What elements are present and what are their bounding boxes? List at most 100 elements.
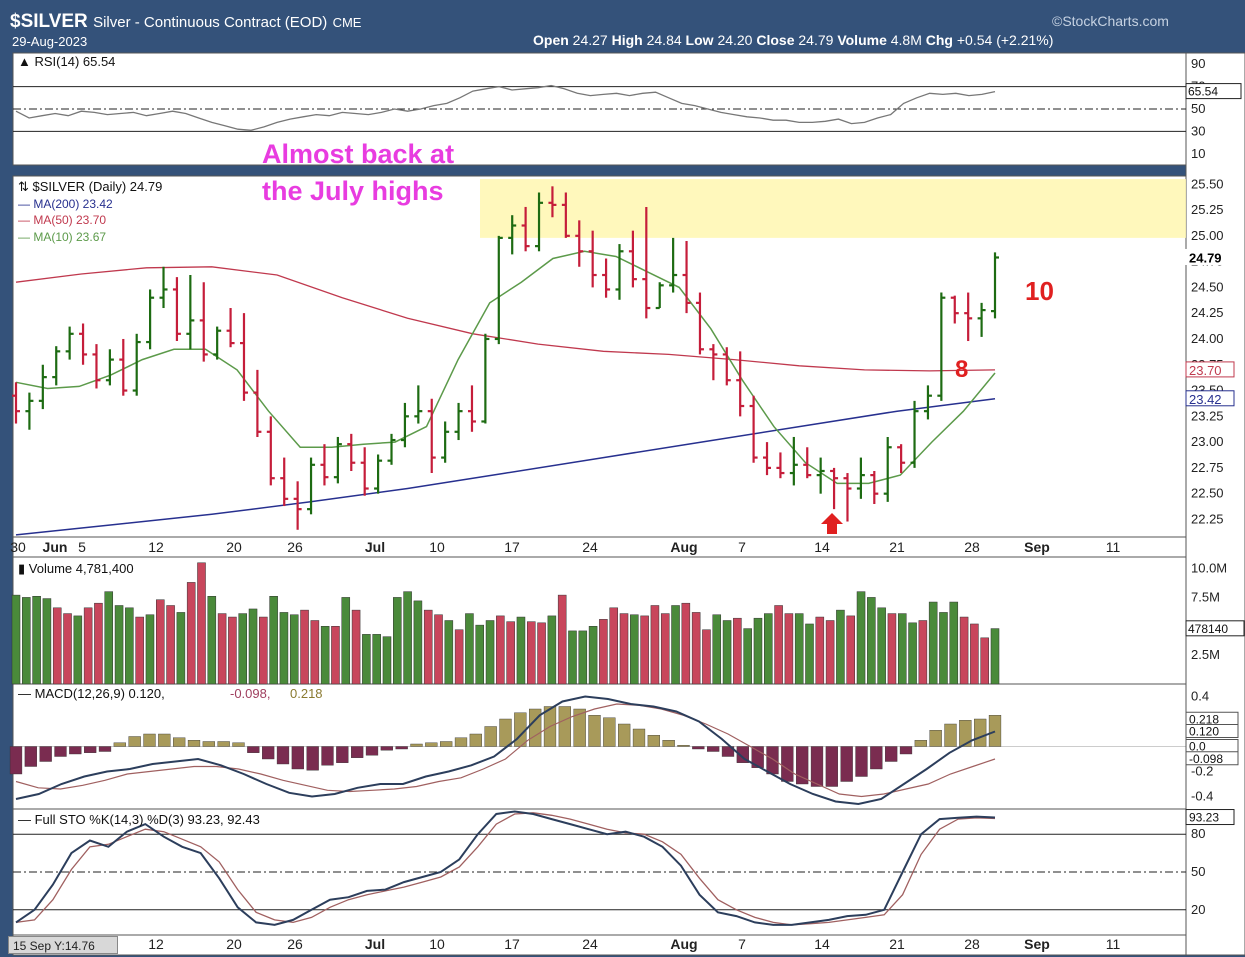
- ohlc-bar: [307, 457, 316, 515]
- macd-histogram-bar: [336, 746, 349, 763]
- volume-bar: [475, 624, 485, 685]
- volume-bar: [794, 613, 804, 685]
- ohlc-bar: [508, 215, 517, 255]
- x-tick-label: 17: [504, 539, 520, 555]
- annotation-label-10: 10: [1025, 276, 1054, 306]
- rsi-tick-label: 30: [1191, 123, 1205, 138]
- macd-value-label: 0.218: [1189, 712, 1219, 726]
- volume-bar: [393, 597, 402, 685]
- price-value-label: 24.79: [1189, 250, 1222, 265]
- high-value: 24.84: [646, 32, 682, 48]
- volume-bar: [248, 608, 258, 685]
- ohlc-bar: [360, 447, 369, 496]
- volume-bar: [825, 620, 835, 685]
- ohlc-bar: [843, 473, 852, 522]
- ohlc-bar: [467, 385, 476, 432]
- price-tick-label: 24.00: [1191, 331, 1224, 346]
- macd-histogram-bar: [721, 746, 735, 757]
- x-tick-label: 21: [889, 539, 905, 555]
- ohlc-bar: [615, 244, 624, 300]
- macd-histogram-bar: [217, 741, 230, 747]
- macd-histogram-bar: [766, 746, 779, 775]
- macd-value-label: 0.120: [1189, 725, 1219, 739]
- close-label: Close: [756, 32, 795, 48]
- ohlc-bar: [803, 447, 812, 479]
- ma50-legend: — MA(50) 23.70: [18, 213, 106, 227]
- ohlc-bar: [347, 433, 356, 471]
- volume-bar: [42, 598, 52, 685]
- ohlc-bar: [548, 186, 557, 218]
- symbol: $SILVER: [10, 11, 88, 32]
- price-tick-label: 25.50: [1191, 176, 1224, 191]
- volume-bar: [784, 613, 794, 685]
- ohlc-bar: [628, 230, 637, 288]
- macd-histogram-bar: [440, 741, 453, 747]
- volume-bar: [125, 607, 134, 685]
- ohlc-bar: [923, 385, 932, 420]
- volume-bar: [908, 622, 917, 685]
- volume-bar: [557, 594, 567, 685]
- volume-bar: [660, 613, 670, 685]
- x-tick-label-bottom: Sep: [1024, 936, 1050, 952]
- macd-histogram-bar: [974, 718, 987, 747]
- macd-histogram-bar: [39, 746, 52, 762]
- x-tick-label-bottom: 14: [814, 936, 830, 952]
- ohlc-bar: [655, 282, 664, 310]
- volume-bar: [83, 607, 93, 685]
- volume-bar: [918, 620, 928, 685]
- ohlc-bar: [186, 275, 195, 350]
- macd-histogram-bar: [425, 742, 438, 747]
- volume-bar: [454, 629, 464, 685]
- x-axis-strip: [12, 536, 1187, 558]
- volume-bar: [63, 613, 72, 685]
- volume-bar: [887, 613, 897, 685]
- corner-readout: 15 Sep Y:14.76: [8, 936, 118, 954]
- volume-bar: [568, 630, 577, 685]
- volume-bar: [722, 620, 732, 685]
- ma10-legend: — MA(10) 23.67: [18, 230, 106, 244]
- macd-histogram-bar: [187, 740, 201, 747]
- x-tick-label: Aug: [670, 539, 697, 555]
- x-tick-label-bottom: Aug: [670, 936, 697, 952]
- volume-bar: [32, 596, 41, 685]
- exchange: CME: [332, 15, 362, 30]
- ohlc-bar: [132, 333, 141, 396]
- macd-value-box: [1185, 751, 1239, 766]
- macd-histogram-bar: [395, 746, 408, 750]
- ohlc-bar: [602, 258, 611, 298]
- volume-bar: [939, 612, 948, 685]
- macd-legend-2: -0.098,: [230, 686, 270, 701]
- price-tick-label: 22.25: [1191, 511, 1224, 526]
- sto-value-label: 93.23: [1189, 811, 1219, 825]
- x-tick-label: Jul: [365, 539, 385, 555]
- macd-tick-label: -0.4: [1191, 789, 1213, 804]
- ohlc-bar: [172, 277, 181, 342]
- macd-histogram-bar: [291, 746, 304, 770]
- x-tick-label-bottom: 17: [504, 936, 520, 952]
- macd-histogram-bar: [707, 746, 720, 752]
- sto-tick-label: 20: [1191, 902, 1205, 917]
- volume-bar: [372, 634, 381, 685]
- ohlc-bar: [816, 457, 825, 494]
- x-tick-label-bottom: 12: [148, 936, 164, 952]
- price-value-box: [1185, 390, 1235, 407]
- x-tick-label: 12: [148, 539, 164, 555]
- close-value: 24.79: [798, 32, 834, 48]
- highlight-zone: [480, 179, 1186, 238]
- volume-value-label: 478140: [1188, 622, 1228, 636]
- volume-bar: [526, 621, 536, 685]
- ohlc-bar: [454, 402, 463, 441]
- macd-histogram-bar: [365, 746, 379, 756]
- macd-histogram-bar: [128, 736, 141, 747]
- macd-histogram-bar: [232, 742, 245, 747]
- macd-value-box: [1185, 724, 1239, 738]
- annotation-text-1: Almost back at: [262, 139, 454, 169]
- sto-legend: — Full STO %K(14,3) %D(3) 93.23, 92.43: [18, 812, 260, 827]
- ohlc-bar: [159, 266, 168, 309]
- volume-bar: [197, 562, 206, 685]
- volume-bar: [980, 637, 989, 685]
- macd-histogram-bar: [9, 746, 23, 775]
- sto-value-box: [1185, 809, 1235, 826]
- chg-label: Chg: [925, 32, 953, 48]
